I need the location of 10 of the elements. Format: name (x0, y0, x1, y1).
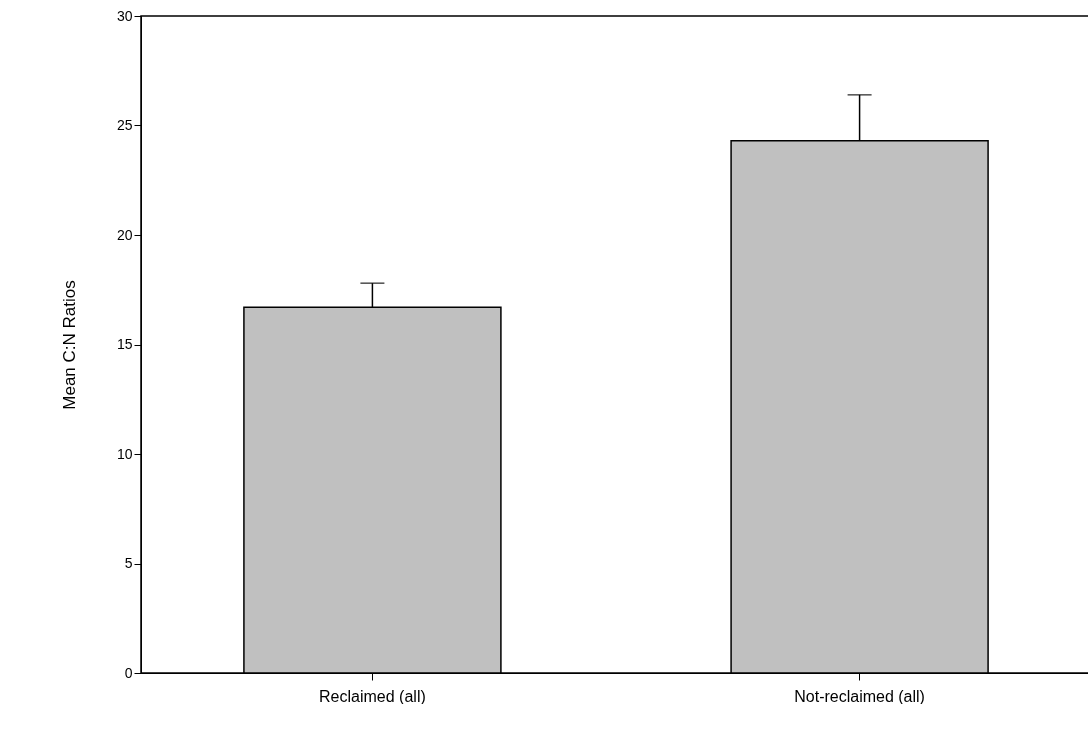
y-tick-label: 15 (116, 336, 133, 352)
y-tick-label: 30 (116, 7, 133, 24)
y-tick-label: 10 (116, 445, 133, 462)
x-tick-label: Not-reclaimed (all) (794, 687, 925, 705)
y-tick-label: 5 (124, 555, 133, 571)
y-tick-label: 25 (116, 117, 133, 133)
y-axis-title: Mean C:N Ratios (59, 280, 79, 410)
y-tick-label: 20 (116, 226, 133, 243)
y-tick-label: 0 (124, 664, 133, 681)
x-tick-label: Reclaimed (all) (319, 687, 426, 705)
